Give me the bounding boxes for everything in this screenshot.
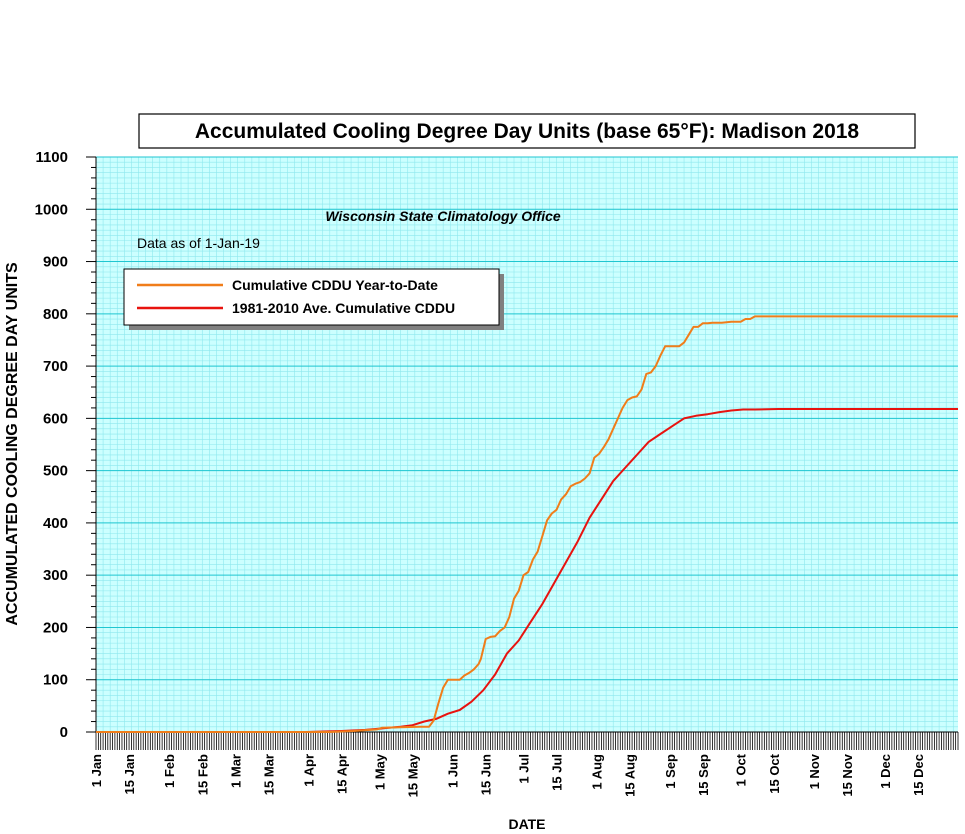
y-axis: 0 100 200 300 400 500 600 700 800 900 1000 1100 — [35, 149, 97, 741]
x-tick-label: 1 Nov — [807, 753, 822, 789]
x-tick-label: 15 Nov — [840, 753, 855, 796]
x-tick-label: 15 Sep — [696, 754, 711, 796]
x-tick-label: 1 Mar — [228, 754, 243, 788]
x-tick-label: 1 Aug — [590, 754, 605, 790]
x-tick-label: 15 Apr — [335, 754, 350, 794]
y-tick-label: 100 — [43, 672, 68, 689]
x-tick-label: 1 Jan — [89, 754, 104, 787]
y-tick-label: 600 — [43, 410, 68, 427]
y-tick-label: 500 — [43, 463, 68, 480]
x-tick-label: 1 Jul — [516, 754, 531, 784]
source-label: Wisconsin State Climatology Office — [325, 208, 561, 224]
y-tick-label: 400 — [43, 515, 68, 532]
y-axis-label: ACCUMULATED COOLING DEGREE DAY UNITS — [4, 262, 21, 626]
x-tick-label: 15 Jul — [550, 754, 565, 791]
x-tick-label: 1 Oct — [734, 753, 749, 786]
title-box: Accumulated Cooling Degree Day Units (ba… — [138, 113, 916, 149]
series-layer — [96, 315, 958, 733]
x-axis-label: DATE — [508, 816, 545, 832]
x-tick-label: 15 May — [405, 753, 420, 797]
y-tick-label: 800 — [43, 306, 68, 323]
legend-label-average: 1981-2010 Ave. Cumulative CDDU — [232, 300, 455, 316]
chart-title: Accumulated Cooling Degree Day Units (ba… — [195, 120, 860, 143]
y-tick-label: 200 — [43, 619, 68, 636]
y-tick-label: 1000 — [35, 201, 68, 218]
y-tick-label: 900 — [43, 254, 68, 271]
legend: Cumulative CDDU Year-to-Date 1981-2010 A… — [123, 268, 504, 330]
x-tick-label: 1 Jun — [446, 754, 461, 788]
y-tick-label: 0 — [60, 724, 68, 741]
x-tick-label: 1 Dec — [878, 754, 893, 789]
x-tick-label: 1 May — [372, 753, 387, 790]
x-tick-label: 15 Jun — [479, 754, 494, 795]
x-tick-label: 15 Aug — [623, 754, 638, 797]
y-tick-label: 300 — [43, 567, 68, 584]
y-tick-label: 700 — [43, 358, 68, 375]
x-tick-label: 1 Sep — [663, 754, 678, 789]
y-tick-label: 1100 — [35, 149, 68, 166]
x-tick-label: 1 Apr — [302, 754, 317, 787]
major-grid — [96, 156, 958, 681]
x-axis: 1 Jan 15 Jan 1 Feb 15 Feb 1 Mar 15 Mar 1 Apr 15… — [89, 731, 959, 797]
x-tick-label: 15 Jan — [122, 754, 137, 795]
x-tick-label: 15 Oct — [767, 753, 782, 793]
x-tick-label: 15 Dec — [911, 754, 926, 796]
series-line-ytd — [96, 315, 958, 733]
x-tick-label: 1 Feb — [162, 754, 177, 788]
x-tick-label: 15 Mar — [261, 754, 276, 795]
legend-label-ytd: Cumulative CDDU Year-to-Date — [232, 277, 438, 293]
data-as-of-label: Data as of 1-Jan-19 — [137, 235, 260, 251]
x-tick-label: 15 Feb — [195, 754, 210, 795]
